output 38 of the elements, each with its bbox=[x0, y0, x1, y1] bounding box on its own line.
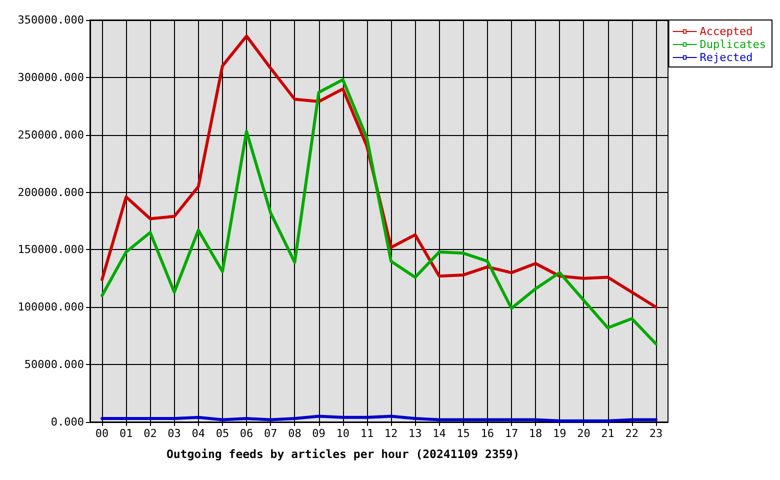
x-tick-label: 16 bbox=[480, 427, 494, 440]
x-tick-label: 18 bbox=[528, 427, 542, 440]
x-tick-label: 22 bbox=[625, 427, 638, 440]
x-tick-label: 07 bbox=[264, 427, 278, 440]
y-tick-label: 0.000 bbox=[50, 416, 84, 428]
x-tick-label: 17 bbox=[504, 427, 518, 440]
x-tick-label: 19 bbox=[553, 427, 566, 440]
x-tick-label: 14 bbox=[432, 427, 446, 440]
x-tick-label: 02 bbox=[144, 427, 157, 440]
x-tick-label: 23 bbox=[649, 427, 663, 440]
x-tick-label: 15 bbox=[456, 427, 470, 440]
y-tick-label: 200000.000 bbox=[18, 186, 84, 199]
x-tick-label: 04 bbox=[192, 427, 206, 440]
y-tick-label: 50000.000 bbox=[24, 358, 84, 372]
x-tick-label: 21 bbox=[601, 427, 614, 440]
x-tick-label: 12 bbox=[384, 427, 398, 440]
x-tick-label: 03 bbox=[168, 427, 181, 440]
legend-label: Rejected bbox=[700, 51, 753, 64]
x-tick-label: 00 bbox=[95, 427, 109, 440]
x-tick-label: 09 bbox=[312, 427, 326, 440]
x-tick-label: 13 bbox=[408, 427, 422, 440]
legend-label: Duplicates bbox=[700, 38, 766, 51]
y-tick-label: 100000.000 bbox=[18, 300, 84, 314]
x-tick-label: 20 bbox=[577, 427, 590, 440]
line-series bbox=[100, 78, 658, 346]
y-tick-label: 350000.000 bbox=[18, 14, 84, 26]
x-tick-label: 05 bbox=[216, 427, 230, 440]
y-tick-label: 250000.000 bbox=[18, 128, 84, 142]
x-axis-title: Outgoing feeds by articles per hour (20241109 2359) bbox=[166, 447, 520, 461]
line-series bbox=[100, 34, 658, 309]
legend-label: Accepted bbox=[700, 25, 753, 38]
x-tick-label: 06 bbox=[240, 427, 254, 440]
x-tick-label: 01 bbox=[120, 427, 133, 440]
x-tick-label: 10 bbox=[336, 427, 350, 440]
x-tick-label: 11 bbox=[360, 427, 374, 440]
y-tick-label: 300000.000 bbox=[18, 70, 84, 84]
x-tick-label: 08 bbox=[288, 427, 302, 440]
y-tick-label: 150000.000 bbox=[18, 243, 84, 256]
